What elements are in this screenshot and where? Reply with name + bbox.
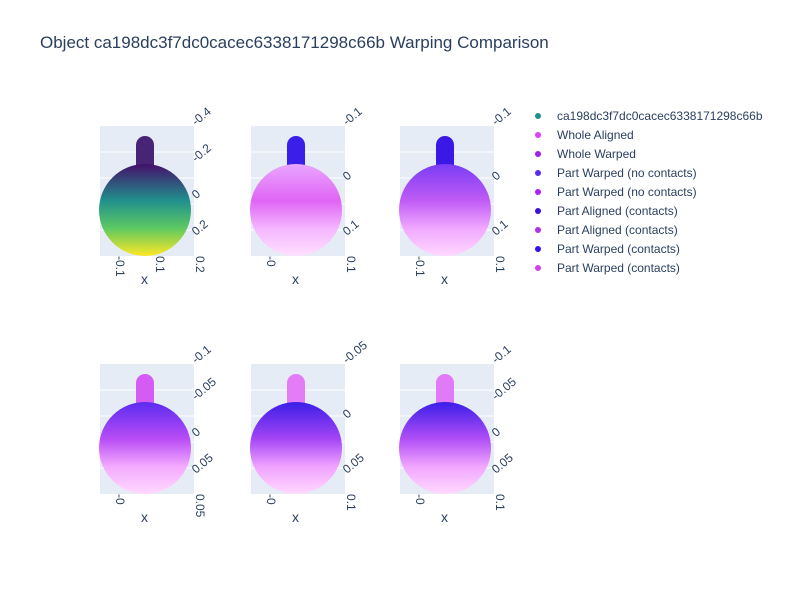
x-axis-label: x: [141, 271, 148, 287]
x-axis-label: x: [292, 271, 299, 287]
legend-marker-icon: [535, 226, 541, 233]
z-tick-label: -0.05: [340, 338, 370, 367]
legend-item[interactable]: Part Warped (no contacts): [527, 163, 763, 182]
x-tick-label: 0.05: [193, 494, 207, 518]
legend-marker-icon: [535, 207, 541, 214]
scene-2[interactable]: -0.100.1-0 0.1x: [250, 104, 365, 287]
x-tick-label: -0.1: [413, 256, 427, 277]
legend-marker-icon: [535, 150, 541, 157]
legend-item[interactable]: Part Aligned (contacts): [527, 201, 763, 220]
x-axis-label: x: [441, 509, 448, 525]
x-tick-label: 0.2: [193, 256, 207, 273]
x-tick-label: -0: [264, 494, 278, 505]
legend-marker-icon: [535, 112, 541, 119]
legend-marker-icon: [535, 131, 541, 138]
x-tick-label: 0.1: [344, 256, 358, 273]
legend-item[interactable]: Whole Aligned: [527, 125, 763, 144]
legend: ca198dc3f7dc0cacec6338171298c66b Whole A…: [527, 106, 763, 277]
legend-item[interactable]: Part Warped (contacts): [527, 239, 763, 258]
legend-marker-icon: [535, 245, 541, 252]
legend-label: Part Warped (contacts): [557, 260, 680, 275]
x-axis-label: x: [441, 271, 448, 287]
z-tick-label: -0.4: [189, 104, 214, 128]
legend-label: Part Aligned (contacts): [557, 203, 678, 218]
point-cloud-body: [99, 164, 191, 256]
point-cloud-body: [399, 164, 491, 256]
z-tick-label: -0.1: [489, 342, 514, 366]
point-cloud-body: [250, 402, 342, 494]
legend-marker-icon: [535, 188, 541, 195]
legend-marker-icon: [535, 169, 541, 176]
legend-item[interactable]: Part Aligned (contacts): [527, 220, 763, 239]
chart-title: Object ca198dc3f7dc0cacec6338171298c66b …: [40, 33, 549, 52]
scene-1[interactable]: -0.4-0.200.2-0.1 0.1 0.2x: [99, 104, 214, 287]
x-tick-label: -0: [264, 256, 278, 267]
legend-item[interactable]: Part Warped (no contacts): [527, 182, 763, 201]
x-axis-label: x: [141, 509, 148, 525]
x-tick-label: 0.1: [493, 256, 507, 273]
legend-label: Part Warped (contacts): [557, 241, 680, 256]
x-axis-label: x: [292, 509, 299, 525]
legend-label: Part Warped (no contacts): [557, 165, 697, 180]
scene-3[interactable]: -0.100.1-0.1 0.1x: [399, 104, 514, 287]
x-tick-label: 0.1: [153, 256, 167, 273]
legend-item[interactable]: Part Warped (contacts): [527, 258, 763, 277]
legend-label: Part Warped (no contacts): [557, 184, 697, 199]
point-cloud-body: [399, 402, 491, 494]
z-tick-label: -0.1: [489, 104, 514, 128]
point-cloud-body: [250, 164, 342, 256]
legend-label: Whole Aligned: [557, 127, 634, 142]
legend-marker-icon: [535, 264, 541, 271]
x-tick-label: -0.1: [113, 256, 127, 277]
legend-label: Part Aligned (contacts): [557, 222, 678, 237]
x-tick-label: 0.1: [493, 494, 507, 511]
legend-label: ca198dc3f7dc0cacec6338171298c66b: [557, 108, 763, 123]
point-cloud-body: [99, 402, 191, 494]
x-tick-label: -0: [113, 494, 127, 505]
legend-item[interactable]: Whole Warped: [527, 144, 763, 163]
legend-label: Whole Warped: [557, 146, 636, 161]
z-tick-label: -0.1: [340, 104, 365, 128]
legend-item[interactable]: ca198dc3f7dc0cacec6338171298c66b: [527, 106, 763, 125]
x-tick-label: 0.1: [344, 494, 358, 511]
z-tick-label: -0.1: [189, 342, 214, 366]
x-tick-label: -0: [413, 494, 427, 505]
